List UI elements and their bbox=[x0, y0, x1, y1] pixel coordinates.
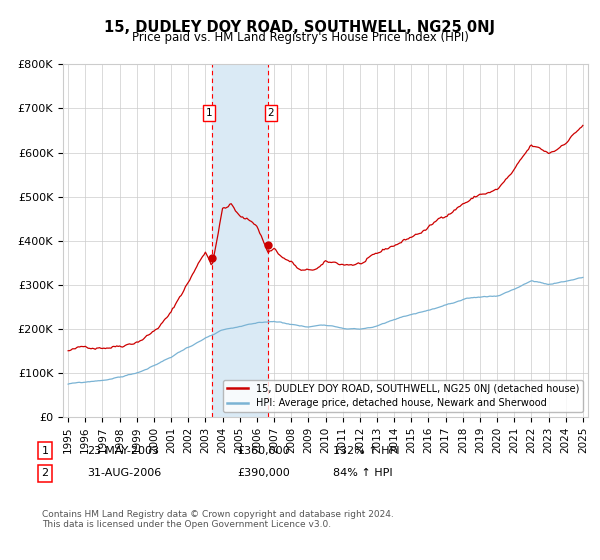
Text: 132% ↑ HPI: 132% ↑ HPI bbox=[333, 446, 400, 456]
Text: 1: 1 bbox=[41, 446, 49, 456]
Text: 15, DUDLEY DOY ROAD, SOUTHWELL, NG25 0NJ: 15, DUDLEY DOY ROAD, SOUTHWELL, NG25 0NJ bbox=[104, 20, 496, 35]
Text: 1: 1 bbox=[206, 108, 212, 118]
Text: £390,000: £390,000 bbox=[237, 468, 290, 478]
Bar bbox=[212, 64, 268, 417]
Text: £360,000: £360,000 bbox=[237, 446, 290, 456]
Text: 2: 2 bbox=[41, 468, 49, 478]
Text: 2: 2 bbox=[268, 108, 274, 118]
Legend: 15, DUDLEY DOY ROAD, SOUTHWELL, NG25 0NJ (detached house), HPI: Average price, d: 15, DUDLEY DOY ROAD, SOUTHWELL, NG25 0NJ… bbox=[223, 380, 583, 412]
Text: Contains HM Land Registry data © Crown copyright and database right 2024.
This d: Contains HM Land Registry data © Crown c… bbox=[42, 510, 394, 529]
Text: Price paid vs. HM Land Registry's House Price Index (HPI): Price paid vs. HM Land Registry's House … bbox=[131, 31, 469, 44]
Text: 31-AUG-2006: 31-AUG-2006 bbox=[87, 468, 161, 478]
Text: 23-MAY-2003: 23-MAY-2003 bbox=[87, 446, 159, 456]
Text: 84% ↑ HPI: 84% ↑ HPI bbox=[333, 468, 392, 478]
